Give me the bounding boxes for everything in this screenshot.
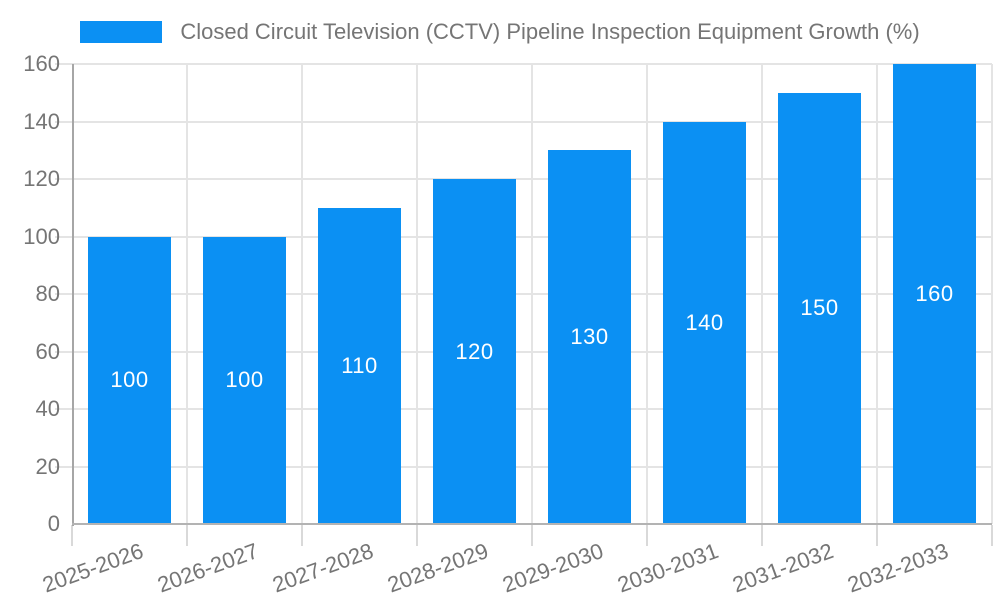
x-axis-tick: [646, 525, 648, 546]
h-gridline: [55, 350, 992, 353]
h-gridline: [55, 178, 992, 180]
v-gridline: [416, 64, 418, 524]
bar-2027-2028[interactable]: 110: [318, 207, 401, 524]
y-axis-tick-label: 60: [35, 338, 60, 364]
bar-2032-2033[interactable]: 160: [893, 64, 976, 524]
y-axis-tick-label: 20: [35, 453, 60, 479]
v-gridline: [186, 64, 188, 524]
v-gridline: [761, 64, 763, 524]
x-axis-tick: [71, 525, 73, 546]
bar-2030-2031[interactable]: 140: [663, 121, 746, 524]
bar-2029-2030[interactable]: 130: [548, 150, 631, 524]
x-axis-tick: [761, 525, 763, 546]
x-axis-line: [72, 523, 992, 525]
h-gridline: [55, 63, 992, 65]
legend-item[interactable]: Closed Circuit Television (CCTV) Pipelin…: [80, 19, 920, 45]
bar-value-label: 100: [225, 367, 264, 393]
v-gridline: [646, 64, 648, 524]
y-axis-tick-label: 40: [35, 396, 60, 421]
x-axis-tick: [416, 525, 418, 546]
x-axis-tick: [186, 525, 188, 546]
bar-value-label: 150: [800, 295, 839, 321]
x-axis-tick: [301, 525, 303, 546]
y-axis-line: [72, 64, 74, 526]
bar-2028-2029[interactable]: 120: [433, 179, 516, 524]
v-gridline: [301, 64, 303, 524]
bar-value-label: 120: [455, 338, 494, 364]
h-gridline: [55, 465, 992, 468]
y-axis-tick-label: 0: [47, 511, 60, 536]
bar-value-label: 100: [110, 367, 149, 393]
bar-value-label: 160: [915, 281, 954, 306]
h-gridline: [55, 293, 992, 295]
x-axis-tick: [531, 525, 533, 546]
v-gridline: [531, 64, 533, 524]
y-axis-tick-label: 80: [35, 281, 60, 306]
y-axis-tick-label: 120: [23, 166, 60, 191]
bar-2025-2026[interactable]: 100: [88, 236, 171, 524]
chart-legend: Closed Circuit Television (CCTV) Pipelin…: [0, 19, 1000, 45]
v-gridline: [991, 64, 993, 524]
bar-value-label: 110: [341, 352, 378, 378]
y-axis-tick-label: 160: [23, 51, 60, 76]
legend-label: Closed Circuit Television (CCTV) Pipelin…: [180, 19, 920, 44]
bar-value-label: 130: [570, 324, 609, 350]
legend-swatch-icon: [80, 21, 163, 43]
bar-2031-2032[interactable]: 150: [778, 92, 861, 524]
y-axis-tick-label: 100: [23, 223, 60, 249]
x-axis-tick: [876, 525, 878, 546]
bar-2026-2027[interactable]: 100: [203, 236, 286, 524]
h-gridline: [55, 235, 992, 238]
plot-area: 100 100 110 120 130 140 150 160: [55, 63, 993, 524]
h-gridline: [55, 120, 992, 123]
v-gridline: [876, 64, 878, 524]
bar-value-label: 140: [685, 309, 724, 335]
y-axis-tick-label: 140: [23, 108, 60, 134]
h-gridline: [55, 408, 992, 410]
x-axis-tick: [991, 525, 993, 546]
